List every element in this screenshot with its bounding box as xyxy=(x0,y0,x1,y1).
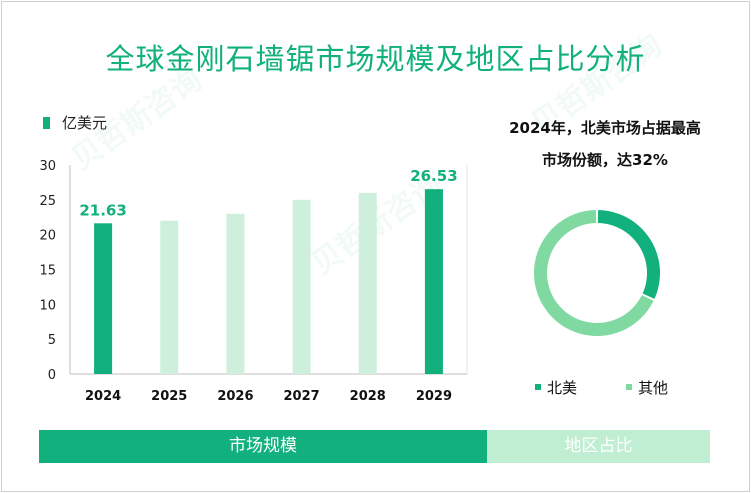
bar xyxy=(358,192,377,374)
x-tick-label: 2026 xyxy=(217,389,253,404)
unit-legend: 亿美元 xyxy=(43,112,107,133)
y-tick-label: 5 xyxy=(48,333,56,348)
x-tick-label: 2025 xyxy=(151,389,187,404)
y-tick-label: 20 xyxy=(39,229,56,244)
pie-legend-swatch xyxy=(535,384,541,390)
tab-region-share[interactable]: 地区占比 xyxy=(487,430,710,463)
x-tick-label: 2024 xyxy=(85,389,121,404)
pie-legend-label: 其他 xyxy=(638,379,669,397)
data-label: 21.63 xyxy=(79,201,126,219)
x-tick-label: 2027 xyxy=(283,389,319,404)
y-axis: 0 5 10 15 20 25 30 xyxy=(39,159,468,383)
share-note-line2: 市场份额，达32% xyxy=(542,151,668,169)
bar xyxy=(424,189,443,374)
x-tick-label: 2028 xyxy=(350,389,386,404)
x-tick-label: 2029 xyxy=(416,389,452,404)
y-tick-label: 25 xyxy=(39,194,56,209)
unit-legend-label: 亿美元 xyxy=(62,114,108,132)
y-tick-label: 30 xyxy=(39,159,56,174)
donut-chart xyxy=(534,210,661,336)
donut-slice xyxy=(597,210,661,299)
pie-legend-item-other: 其他 xyxy=(626,377,668,398)
bar xyxy=(94,223,113,374)
share-note-line1: 2024年，北美市场占据最高 xyxy=(509,119,701,137)
bar xyxy=(292,199,311,374)
bar xyxy=(160,220,179,374)
tab-market-size[interactable]: 市场规模 xyxy=(39,430,487,463)
pie-legend-swatch xyxy=(626,384,632,390)
y-tick-label: 10 xyxy=(39,298,56,313)
page-title: 全球金刚石墙锯市场规模及地区占比分析 xyxy=(105,42,646,76)
pie-legend-label: 北美 xyxy=(547,379,578,397)
pie-legend-item-north-america: 北美 xyxy=(535,377,577,398)
y-tick-label: 0 xyxy=(48,368,56,383)
data-label: 26.53 xyxy=(410,167,457,185)
share-note: 2024年，北美市场占据最高 市场份额，达32% xyxy=(475,112,735,176)
y-tick-label: 15 xyxy=(39,264,56,279)
bar-series: 2024 21.63 2025 2026 2027 2028 2029 26.53 xyxy=(79,167,457,404)
unit-legend-swatch xyxy=(43,117,50,129)
bar xyxy=(226,213,245,374)
